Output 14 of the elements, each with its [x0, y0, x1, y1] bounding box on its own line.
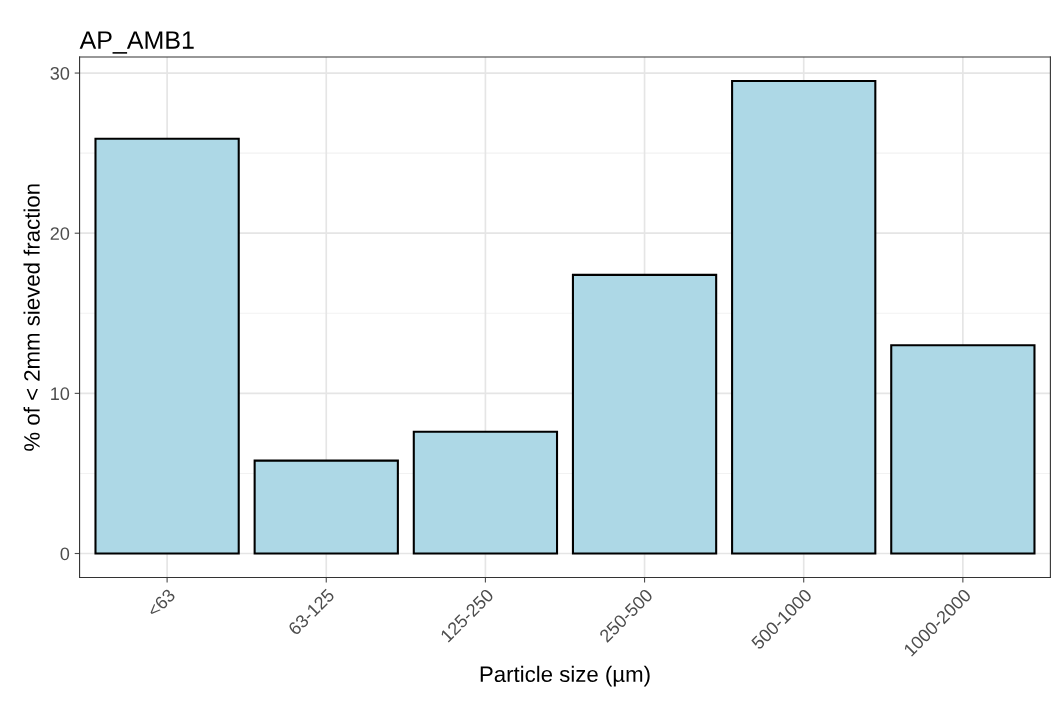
y-tick-label: 30	[50, 66, 70, 80]
bar	[571, 273, 718, 555]
y-tick-label: 10	[51, 387, 70, 401]
bar	[890, 344, 1036, 555]
y-tick-label: 20	[50, 227, 70, 240]
bar	[731, 80, 877, 555]
y-axis-title: % of < 2mm sieved fraction	[23, 184, 40, 451]
bar	[94, 137, 240, 555]
x-axis-title: Particle size (µm)	[480, 665, 650, 687]
x-tick-label: <63	[146, 588, 176, 618]
chart-title: AP_AMB1	[79, 31, 194, 54]
y-tick-label: 0	[60, 547, 70, 561]
bar	[412, 430, 559, 555]
bar	[253, 459, 399, 555]
